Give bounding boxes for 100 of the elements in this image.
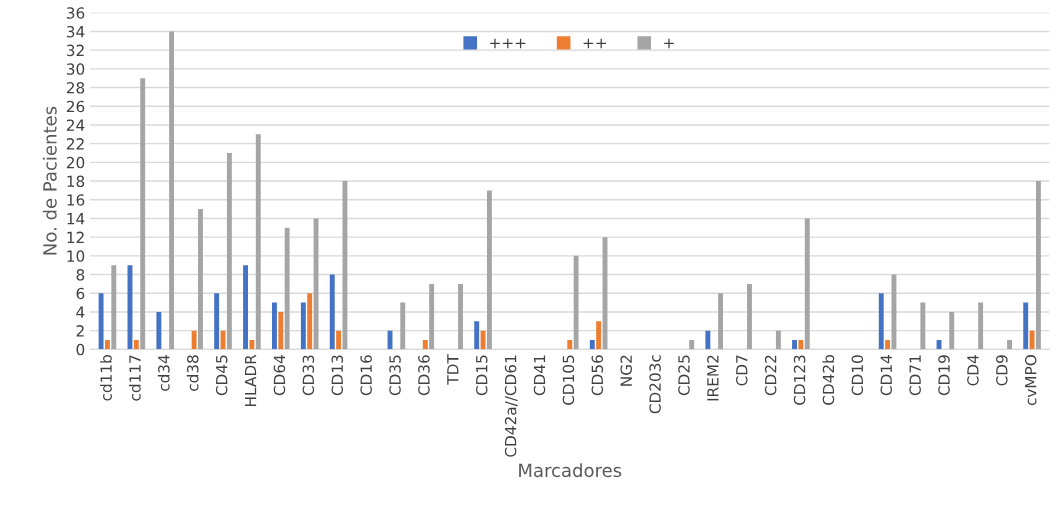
bar <box>243 265 249 350</box>
x-tick-label: CD4 <box>967 355 979 386</box>
bar <box>111 265 117 350</box>
bar <box>689 340 695 350</box>
bar <box>798 340 804 350</box>
x-tick-label: HLADR <box>244 354 257 406</box>
bar <box>920 302 926 350</box>
x-tick-label: CD203c <box>649 355 661 414</box>
bar <box>284 227 290 350</box>
x-tick-label: CD7 <box>735 355 748 386</box>
y-tick-label: 22 <box>66 138 84 150</box>
bar <box>1007 340 1012 350</box>
bar <box>792 340 798 350</box>
bar <box>878 293 884 350</box>
bar <box>98 293 104 350</box>
y-axis-title: No. de Pacientes <box>42 106 57 255</box>
bar <box>804 218 810 350</box>
x-tick-label: CD56 <box>591 355 604 396</box>
legend-label: + <box>664 38 674 49</box>
x-tick-label: cd34 <box>157 355 170 391</box>
y-tick-label: 4 <box>76 306 85 318</box>
bar <box>978 302 984 350</box>
bar <box>198 209 203 350</box>
bar <box>949 311 955 350</box>
x-tick-label: cd117 <box>128 355 141 401</box>
x-tick-label: CD14 <box>880 355 893 396</box>
x-tick-label: CD42a//CD61 <box>504 355 518 457</box>
x-tick-label: CD105 <box>562 355 575 405</box>
bar <box>342 181 348 350</box>
y-tick-label: 10 <box>67 250 85 262</box>
bar <box>278 311 284 350</box>
x-tick-label: CD22 <box>764 355 777 396</box>
y-tick-label: 16 <box>67 194 85 206</box>
x-tick-label: CD64 <box>273 355 286 396</box>
y-tick-label: 2 <box>76 325 84 337</box>
bar <box>255 134 261 350</box>
bar <box>156 311 162 350</box>
x-axis-title: Marcadores <box>519 463 622 478</box>
bar <box>458 283 463 350</box>
y-tick-label: 30 <box>66 63 85 75</box>
y-tick-label: 6 <box>76 287 85 300</box>
bar <box>271 302 277 350</box>
bar <box>329 274 335 350</box>
x-tick-label: CD45 <box>215 355 228 396</box>
bar <box>214 293 220 350</box>
x-tick-label: CD9 <box>996 355 1008 386</box>
bar <box>104 340 110 350</box>
y-tick-label: 20 <box>66 156 85 169</box>
bar <box>422 340 428 350</box>
bar <box>133 340 139 350</box>
y-tick-label: 26 <box>66 100 85 113</box>
y-tick-label: 28 <box>66 82 85 94</box>
x-tick-label: CD10 <box>851 355 864 396</box>
bar <box>313 218 319 350</box>
x-tick-label: CD19 <box>938 355 950 396</box>
bar <box>573 255 579 350</box>
x-tick-label: TDT <box>447 354 459 385</box>
x-tick-label: CD42b <box>822 355 835 405</box>
bar <box>567 340 573 350</box>
bar <box>705 330 711 350</box>
legend-label: +++ <box>490 38 526 49</box>
bar <box>891 274 897 350</box>
bar <box>191 330 197 350</box>
bar <box>747 283 752 350</box>
bar <box>474 321 480 350</box>
bar <box>429 283 435 350</box>
bar <box>1023 302 1029 350</box>
bar <box>589 340 595 350</box>
y-tick-label: 34 <box>66 25 85 38</box>
x-tick-label: CD123 <box>793 355 806 405</box>
bar <box>1035 181 1041 350</box>
bar <box>1029 330 1035 350</box>
bar <box>596 321 602 350</box>
bar <box>307 293 313 350</box>
y-tick-label: 24 <box>66 119 85 131</box>
y-tick-label: 18 <box>67 175 85 188</box>
x-tick-label: CD16 <box>360 355 372 396</box>
bar <box>480 330 486 350</box>
x-tick-label: CD13 <box>331 355 344 396</box>
x-tick-label: CD35 <box>389 355 401 396</box>
bar <box>140 78 146 350</box>
y-tick-label: 32 <box>66 44 84 57</box>
x-tick-label: CD25 <box>678 355 690 396</box>
bar <box>486 190 492 350</box>
x-tick-label: CD41 <box>533 355 546 396</box>
bar <box>400 302 406 350</box>
x-tick-label: IREM2 <box>707 355 719 401</box>
y-tick-label: 8 <box>76 269 85 281</box>
bar <box>226 153 232 350</box>
bar <box>885 340 891 350</box>
x-tick-label: CD36 <box>418 355 430 396</box>
y-tick-label: 14 <box>67 213 85 225</box>
bar <box>169 31 175 350</box>
x-tick-label: cd11b <box>100 355 112 401</box>
y-tick-label: 0 <box>76 343 85 356</box>
legend-label: ++ <box>583 38 606 49</box>
y-tick-label: 12 <box>67 231 84 243</box>
x-tick-label: CD71 <box>909 355 921 396</box>
x-tick-label: CD33 <box>302 355 315 396</box>
bar <box>249 340 255 350</box>
